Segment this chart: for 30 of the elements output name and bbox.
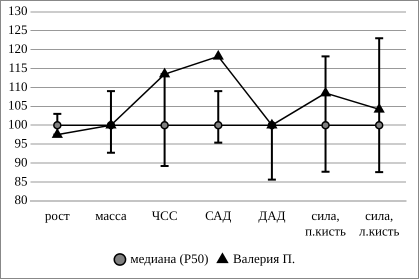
point [53,120,62,130]
y-tick-label: 125 [8,22,28,38]
x-tick-label: сила, л.кисть [358,208,400,239]
point [52,128,62,138]
y-tick-label: 120 [8,41,28,56]
y-tick-label: 90 [14,154,28,170]
y-tick-label: 115 [8,60,28,75]
point [214,120,222,130]
x-tick-label: САД [205,208,232,224]
x-tick-label: ДАД [258,208,286,224]
point [374,104,384,113]
legend-label: Валерия П. [232,250,296,266]
legend-label: медиана (P50) [130,250,208,266]
point [160,68,170,78]
y-tick-label: 95 [14,136,28,151]
point [320,87,331,96]
y-tick-label: 130 [8,3,28,18]
x-tick-label: рост [44,208,70,224]
y-tick-label: 85 [14,173,28,188]
x-tick-label: масса [95,208,127,224]
point [213,50,224,60]
point [374,120,384,130]
point [160,120,169,130]
y-tick-label: 110 [8,78,28,94]
y-tick-label: 105 [8,98,28,113]
point [321,120,330,130]
x-tick-label: сила, п.кисть [305,208,346,239]
y-tick-label: 80 [14,192,28,208]
x-tick-label: ЧСС [152,208,178,224]
y-tick-label: 100 [8,116,28,132]
